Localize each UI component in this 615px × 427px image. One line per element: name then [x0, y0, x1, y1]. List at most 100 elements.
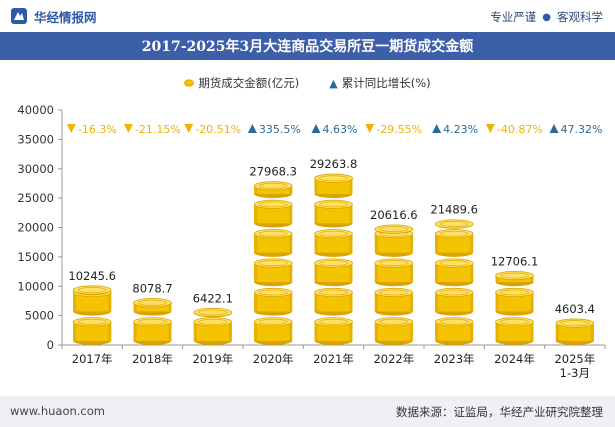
coin-rim	[258, 260, 288, 267]
y-tick-label: 20000	[17, 221, 54, 235]
y-tick-label: 40000	[17, 103, 54, 117]
coin-bevel-right	[349, 204, 353, 224]
growth-value-label: -29.55%	[376, 123, 422, 136]
coin-rim	[319, 201, 348, 208]
coin-bevel-left	[254, 263, 258, 283]
coin-bevel-right	[470, 321, 474, 341]
coin-bevel-left	[495, 275, 499, 283]
growth-down-triangle	[66, 124, 76, 133]
coin-body-overlay	[314, 292, 353, 312]
coin-bevel-right	[470, 263, 474, 283]
coin-body-overlay	[374, 233, 413, 253]
coin-body-overlay	[133, 321, 172, 341]
legend-label-growth: 累计同比增长(%)	[341, 76, 431, 90]
coin-body-overlay	[314, 321, 353, 341]
coin-bevel-right	[349, 233, 353, 253]
coin-body-overlay	[73, 321, 112, 341]
bar-value-label: 27968.3	[249, 165, 297, 179]
coin-body-overlay	[495, 321, 534, 341]
coin-bevel-left	[435, 233, 439, 253]
growth-down-triangle	[184, 124, 194, 133]
x-tick-label: 2018年	[132, 352, 173, 366]
growth-value-label: -20.51%	[195, 123, 241, 136]
growth-value-label: -16.3%	[78, 123, 117, 136]
coin-bevel-right	[409, 233, 413, 253]
triangle-up-icon: ▲	[329, 76, 338, 90]
x-tick-label: 2020年	[253, 352, 294, 366]
coin-bevel-right	[349, 263, 353, 283]
coin-rim	[258, 182, 288, 189]
growth-value-label: 4.23%	[443, 123, 478, 136]
bar-value-label: 29263.8	[310, 157, 358, 171]
coin-body-overlay	[73, 292, 112, 312]
coin-rim	[319, 175, 348, 182]
coin-rim	[439, 220, 469, 227]
coin-body-overlay	[254, 292, 293, 312]
coin-body-overlay	[254, 233, 293, 253]
coin-bevel-left	[314, 321, 318, 341]
coin-rim	[439, 230, 469, 237]
coin-body-overlay	[314, 204, 353, 224]
bar-value-label: 6422.1	[193, 291, 233, 305]
coin-rim	[439, 289, 469, 296]
coin-body-overlay	[254, 321, 293, 341]
growth-up-triangle	[311, 124, 321, 133]
y-tick-label: 0	[47, 338, 54, 352]
coin-bevel-left	[73, 321, 77, 341]
coin-bevel-right	[108, 321, 112, 341]
growth-up-triangle	[549, 124, 559, 133]
coin-bevel-right	[168, 302, 172, 312]
coin-bevel-left	[254, 292, 258, 312]
coin-bevel-right	[108, 292, 112, 312]
x-tick-label: 2017年	[72, 352, 113, 366]
bar-value-label: 20616.6	[370, 208, 418, 222]
bar-value-label: 10245.6	[68, 269, 116, 283]
coin-rim	[258, 201, 288, 208]
x-tick-label: 2025年	[554, 352, 595, 366]
footer-website[interactable]: www.huaon.com	[10, 404, 105, 418]
coin-rim	[77, 318, 107, 325]
coin-body-overlay	[254, 263, 293, 283]
coin-rim	[379, 260, 409, 267]
logo[interactable]: 华经情报网	[10, 7, 97, 25]
growth-value-label: 335.5%	[259, 123, 301, 136]
coin-bevel-right	[168, 321, 172, 341]
y-tick-label: 35000	[17, 132, 54, 146]
coin-bevel-left	[254, 233, 258, 253]
logo-text: 华经情报网	[34, 9, 97, 25]
coin-bevel-right	[530, 292, 534, 312]
coin-bevel-left	[314, 204, 318, 224]
coin-rim	[439, 318, 469, 325]
coin-bevel-right	[409, 321, 413, 341]
coin-rim	[379, 226, 409, 233]
coin-bevel-left	[374, 263, 378, 283]
coin-bevel-left	[314, 292, 318, 312]
tagline-right: 客观科学	[557, 10, 603, 24]
x-tick-label: 2021年	[313, 352, 354, 366]
coin-bevel-left	[314, 263, 318, 283]
coin-body-overlay	[374, 292, 413, 312]
coin-bevel-right	[289, 204, 293, 224]
legend-label-amount: 期货成交金额(亿元)	[198, 76, 300, 90]
coin-bevel-left	[254, 321, 258, 341]
bar-value-label: 4603.4	[555, 302, 595, 316]
bar-value-label: 21489.6	[430, 203, 478, 217]
legend-item-growth[interactable]: ▲ 累计同比增长(%)	[329, 74, 430, 92]
coin-bevel-left	[495, 321, 499, 341]
x-tick-label: 2024年	[494, 352, 535, 366]
bar-value-label: 12706.1	[491, 254, 539, 268]
coin-bevel-right	[349, 292, 353, 312]
coin-bevel-right	[289, 321, 293, 341]
coin-bevel-left	[374, 233, 378, 253]
coin-bevel-left	[254, 204, 258, 224]
growth-value-label: -40.87%	[497, 123, 543, 136]
coin-bevel-left	[133, 302, 137, 312]
coin-bevel-right	[289, 292, 293, 312]
logo-icon	[11, 8, 27, 24]
bar-coin-stack	[555, 318, 595, 345]
legend-item-amount[interactable]: 期货成交金额(亿元)	[184, 74, 299, 92]
coin-rim	[319, 289, 348, 296]
top-bar: 华经情报网 专业严谨 ● 客观科学	[0, 0, 615, 32]
x-tick-label: 2023年	[434, 352, 475, 366]
coin-rim	[319, 230, 348, 237]
